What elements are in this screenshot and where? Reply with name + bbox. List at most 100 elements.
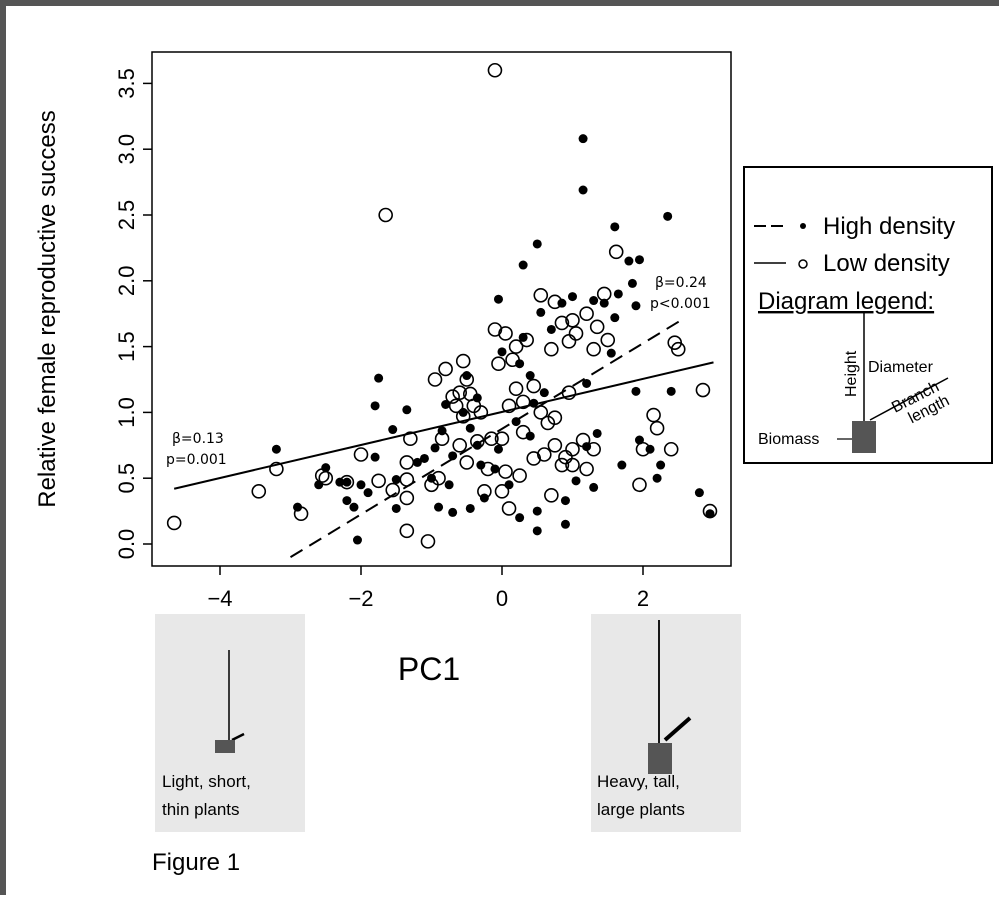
high-density-point <box>525 431 535 441</box>
axes: −4 −2 0 2 0.0 0.5 1.0 1.5 2.0 2.5 3.0 3.5 <box>114 68 649 611</box>
y-tick-label: 2.0 <box>114 266 139 297</box>
high-density-point <box>568 292 577 302</box>
low-density-point <box>269 461 284 477</box>
high-density-point <box>342 477 352 487</box>
low-density-point <box>632 477 647 493</box>
y-tick-label: 1.0 <box>114 397 139 428</box>
high-density-point <box>476 460 486 470</box>
high-density-point <box>532 506 542 516</box>
low-density-point <box>670 341 686 357</box>
inset-small-bg <box>155 614 305 832</box>
fit-lines <box>173 316 714 559</box>
low-density-point <box>448 398 464 414</box>
x-tick-label: 2 <box>637 586 649 611</box>
high-density-point <box>589 296 599 306</box>
low-density-point <box>403 431 418 447</box>
legend-filled-marker <box>800 223 806 229</box>
low-density-point <box>558 449 573 465</box>
high-density-point <box>694 488 704 498</box>
legend: High density Low density Diagram legend:… <box>743 166 993 464</box>
high-density-point <box>617 460 627 470</box>
low-density-point <box>596 286 612 302</box>
low-density-point <box>512 468 527 483</box>
inset-small-plant: Light, short, thin plants <box>155 614 305 832</box>
x-tick-label: −4 <box>207 586 232 611</box>
high-density-point <box>705 509 715 519</box>
low-density-point <box>695 382 711 398</box>
x-tick-label: 0 <box>496 586 508 611</box>
low-density-point <box>473 405 489 420</box>
low-density-point <box>399 490 415 506</box>
low-density-point <box>487 322 503 337</box>
low-density-point <box>579 306 594 322</box>
low-density-point <box>459 372 475 387</box>
low-density-point <box>526 451 542 466</box>
low-density-point <box>508 339 524 354</box>
high-density-point <box>599 298 609 308</box>
low-density-point <box>371 473 386 489</box>
high-density-point <box>560 496 570 506</box>
high-density-point <box>437 426 447 436</box>
diagram-biomass-label: Biomass <box>758 431 819 448</box>
high-density-point <box>444 480 454 490</box>
high-density-point <box>342 496 352 506</box>
low-density-point <box>399 472 415 487</box>
x-axis-label: PC1 <box>398 651 460 687</box>
low-density-point <box>526 378 542 394</box>
low-density-beta: β=0.13 <box>172 431 224 447</box>
high-density-point <box>388 425 398 435</box>
low-density-point <box>166 515 182 531</box>
low-density-point <box>251 484 267 499</box>
high-density-point <box>515 359 525 369</box>
low-density-point <box>438 361 453 377</box>
inset-large-plant: Heavy, tall, large plants <box>591 614 741 832</box>
low-density-point <box>427 372 443 387</box>
high-density-point <box>571 476 581 486</box>
diagram-legend-title: Diagram legend: <box>758 288 934 315</box>
inset-large-caption-2: large plants <box>597 800 685 819</box>
high-density-point <box>391 503 401 513</box>
low-density-point <box>554 315 570 331</box>
low-density-point <box>547 410 563 425</box>
low-density-point <box>505 352 520 368</box>
low-density-point <box>561 385 577 400</box>
low-density-point <box>515 394 531 410</box>
y-tick-label: 0.5 <box>114 463 139 494</box>
low-density-point <box>508 381 524 397</box>
y-tick-label: 3.0 <box>114 134 139 165</box>
low-density-point <box>452 437 468 453</box>
low-density-point <box>544 488 559 503</box>
inset-small-caption-1: Light, short, <box>162 772 251 791</box>
high-density-point <box>430 443 440 453</box>
low-density-point <box>339 474 355 490</box>
low-density-point <box>501 398 517 414</box>
high-density-point <box>465 423 475 433</box>
low-density-point <box>455 353 471 369</box>
high-density-point <box>356 480 366 490</box>
low-density-point <box>533 287 549 303</box>
low-density-point <box>565 457 580 473</box>
high-density-beta: β=0.24 <box>655 275 707 291</box>
low-density-point <box>565 441 580 457</box>
low-density-point <box>575 432 591 448</box>
high-density-point <box>493 294 503 304</box>
legend-low-density: Low density <box>823 250 950 277</box>
low-density-point <box>515 424 531 440</box>
figure-caption: Figure 1 <box>152 849 240 876</box>
low-density-point <box>608 244 624 260</box>
legend-box <box>743 166 993 464</box>
high-density-p: p<0.001 <box>650 296 711 312</box>
low-density-point <box>480 461 496 477</box>
high-density-point <box>539 388 549 398</box>
low-density-point <box>600 332 616 348</box>
high-density-point <box>448 507 458 517</box>
diagram-biomass-block <box>852 421 876 453</box>
low-density-point <box>484 431 499 447</box>
high-density-point <box>374 373 384 383</box>
high-density-point <box>631 386 641 396</box>
plot-area <box>151 51 732 567</box>
diagram-height-label: Height <box>843 350 860 397</box>
low-density-point <box>470 434 485 449</box>
low-density-point <box>477 484 492 499</box>
